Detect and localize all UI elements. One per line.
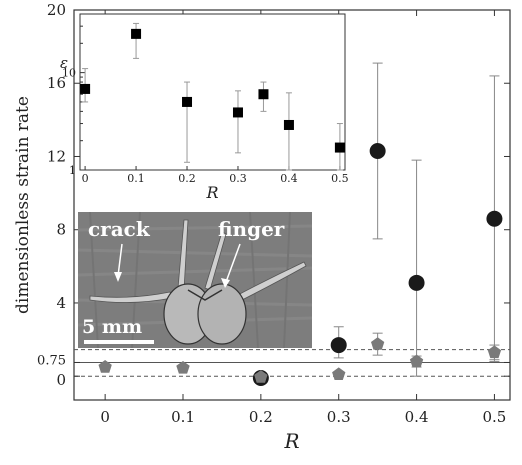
inset-x-tick-label: 0.3: [229, 172, 247, 185]
y-tick-label: 16: [47, 74, 66, 92]
crack-arrowhead: [114, 272, 122, 282]
data-point-small: [176, 361, 190, 374]
x-tick-label: 0.4: [405, 408, 429, 426]
y-tick-label: 0.75: [37, 353, 66, 368]
x-tick-label: 0.3: [327, 408, 351, 426]
finger-arrow: [225, 243, 241, 283]
x-tick-label: 0: [100, 408, 110, 426]
main-chart: 0 0.1 0.2 0.3 0.4 0.5 0 0.75 4 8 12 16 20 Rdimensionl…: [13, 1, 511, 453]
x-axis-label: R: [283, 429, 299, 453]
inset-y-tick-label: 1: [69, 164, 76, 177]
data-point-small: [254, 370, 268, 383]
x-tick-label: 0.5: [482, 408, 506, 426]
inset-x-tick-label: 0.2: [178, 172, 196, 185]
y-tick-label: 20: [47, 1, 66, 19]
inset-data-point: [131, 28, 142, 39]
crack-arrow: [117, 243, 123, 277]
inset-data-point: [232, 107, 243, 118]
micrograph-inset: crack finger 5 mm: [77, 211, 313, 349]
inset-y-tick-label: 10: [62, 67, 76, 80]
inset-frame: [79, 13, 346, 171]
inset-x-tick-label: 0.5: [331, 172, 349, 185]
y-tick-label: 8: [56, 221, 66, 239]
y-tick-label: 0: [56, 371, 66, 389]
inset-data-point: [80, 83, 91, 94]
finger-shape: [163, 261, 307, 345]
x-tick-label: 0.1: [171, 408, 195, 426]
x-tick-label: 0.2: [249, 408, 273, 426]
crack-label: crack: [88, 217, 151, 241]
inset-data-point: [283, 119, 294, 130]
inset-chart: 0 0.1 0.2 0.3 0.4 0.5 1 10 Rε: [60, 13, 349, 202]
data-point-large: [486, 210, 503, 227]
inset-data-point: [182, 96, 193, 107]
data-point-large: [369, 142, 386, 159]
plot-frame: [73, 9, 511, 401]
y-axis-label: dimensionless strain rate: [13, 96, 33, 314]
data-point-small: [98, 360, 112, 373]
y-tick-label: 12: [47, 147, 66, 165]
data-point-small: [487, 345, 502, 359]
data-point-small: [409, 354, 424, 368]
micrograph-texture: [77, 211, 313, 349]
data-point-large: [408, 274, 425, 291]
finger-arrowhead: [221, 278, 230, 288]
finger-label: finger: [218, 217, 285, 241]
scale-bar: [84, 340, 154, 344]
data-point-large: [330, 337, 347, 354]
inset-x-tick-label: 0: [82, 172, 89, 185]
inset-x-tick-label: 0.1: [127, 172, 145, 185]
inset-data-point: [258, 89, 269, 100]
inset-data-point: [334, 142, 345, 153]
scale-bar-label: 5 mm: [82, 316, 142, 338]
y-tick-label: 4: [56, 294, 66, 312]
inset-x-axis-label: R: [205, 183, 218, 202]
data-point-small: [332, 367, 346, 380]
inset-x-tick-label: 0.4: [280, 172, 298, 185]
data-point-small: [371, 337, 385, 350]
inset-y-axis-label: ε: [60, 54, 68, 72]
